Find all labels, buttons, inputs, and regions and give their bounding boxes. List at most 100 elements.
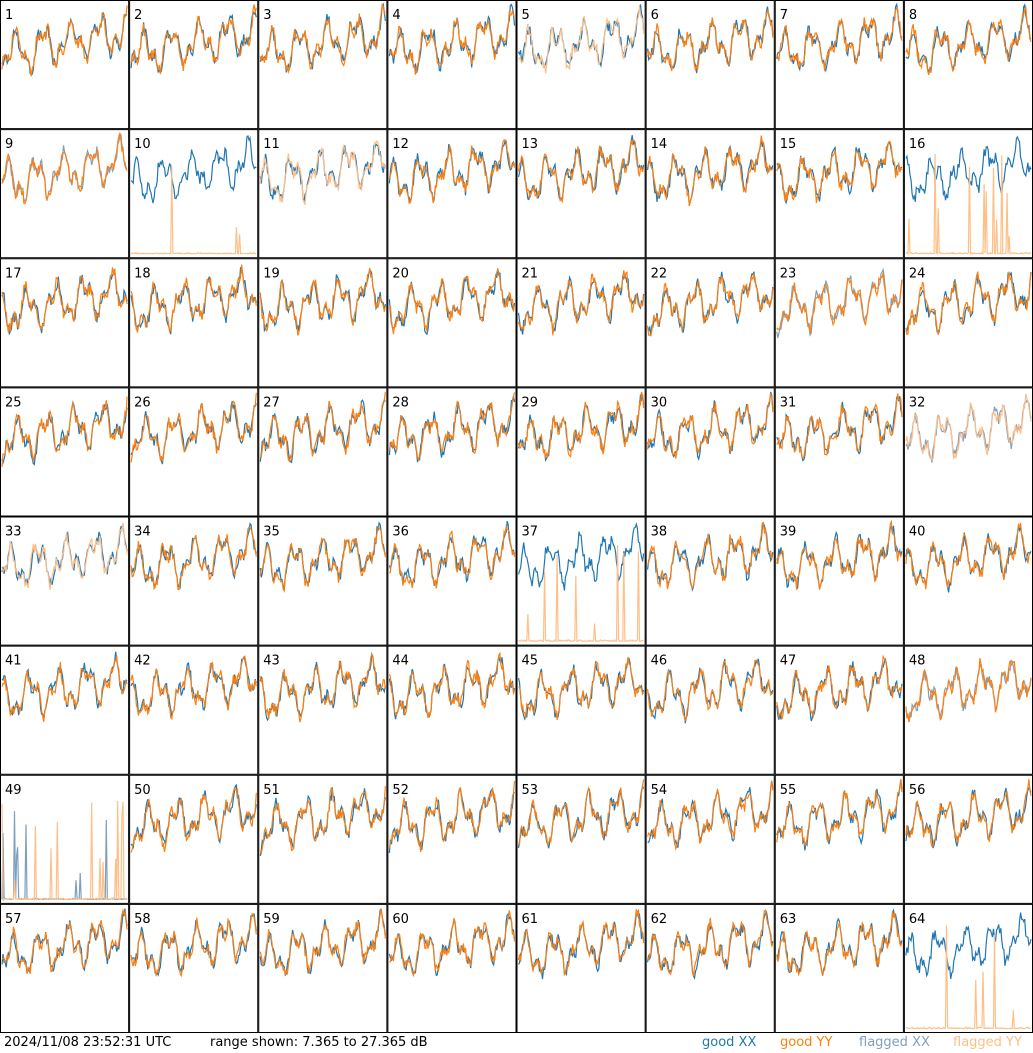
panel-frame xyxy=(645,0,775,130)
panel-label: 44 xyxy=(392,654,409,669)
series-good-yy-line xyxy=(776,779,903,847)
series-good-yy-line xyxy=(647,272,774,337)
panel-33: 33 xyxy=(0,516,130,646)
panel-frame xyxy=(903,516,1033,646)
series-good-xx-line xyxy=(130,401,257,465)
panel-60: 60 xyxy=(387,903,517,1033)
panel-26: 26 xyxy=(129,387,259,517)
series-good-yy-line xyxy=(259,653,386,723)
series-good-yy-line xyxy=(517,270,645,336)
panel-frame xyxy=(129,258,259,388)
series-good-xx-line xyxy=(388,520,516,588)
panel-label: 27 xyxy=(263,395,280,410)
panel-label: 48 xyxy=(909,654,926,669)
panel-47: 47 xyxy=(774,645,904,775)
panel-label: 5 xyxy=(522,8,530,23)
panel-52: 52 xyxy=(387,774,517,904)
series-good-yy-line xyxy=(259,267,386,336)
series-flagged-yy-line xyxy=(1,800,128,901)
panel-label: 55 xyxy=(780,783,797,798)
panel-64: 64 xyxy=(903,903,1033,1033)
series-good-yy-line xyxy=(130,655,257,721)
series-flagged-yy-line xyxy=(905,153,1032,256)
series-flagged-yy-line xyxy=(259,139,386,205)
panel-14: 14 xyxy=(645,129,775,259)
panel-label: 52 xyxy=(392,783,409,798)
panel-57: 57 xyxy=(0,903,130,1033)
panel-55: 55 xyxy=(774,774,904,904)
panel-31: 31 xyxy=(774,387,904,517)
panel-label: 1 xyxy=(5,8,13,23)
panel-frame xyxy=(129,0,259,130)
panel-28: 28 xyxy=(387,387,517,517)
panel-frame xyxy=(387,387,517,517)
panel-label: 31 xyxy=(780,395,797,410)
panel-label: 17 xyxy=(5,266,22,281)
series-good-yy-line xyxy=(647,8,774,72)
panel-19: 19 xyxy=(258,258,388,388)
panel-15: 15 xyxy=(774,129,904,259)
panel-label: 29 xyxy=(522,395,539,410)
panel-label: 41 xyxy=(5,654,22,669)
panel-37: 37 xyxy=(516,516,646,646)
legend-good-xx: good XX xyxy=(702,1035,757,1050)
panel-label: 33 xyxy=(5,525,22,540)
series-good-xx-line xyxy=(905,135,1032,202)
panel-label: 64 xyxy=(909,912,926,927)
panel-frame xyxy=(0,0,130,130)
panel-label: 30 xyxy=(651,395,668,410)
panel-35: 35 xyxy=(258,516,388,646)
series-good-yy-line xyxy=(388,392,516,461)
series-good-yy-line xyxy=(1,908,128,975)
series-good-yy-line xyxy=(130,392,257,463)
series-flagged-yy-line xyxy=(518,545,644,643)
series-good-yy-line xyxy=(1,131,128,205)
panel-label: 36 xyxy=(392,525,409,540)
panel-frame xyxy=(516,0,646,130)
series-good-yy-line xyxy=(389,910,516,978)
series-good-yy-line xyxy=(388,267,516,335)
panel-42: 42 xyxy=(129,645,259,775)
panel-53: 53 xyxy=(516,774,646,904)
panel-label: 13 xyxy=(522,137,539,152)
series-good-yy-line xyxy=(1,655,128,722)
series-good-yy-line xyxy=(776,393,903,460)
panel-13: 13 xyxy=(516,129,646,259)
series-good-yy-line xyxy=(260,391,386,463)
series-good-yy-line xyxy=(905,658,1032,722)
panel-frame xyxy=(516,258,646,388)
series-good-xx-line xyxy=(130,134,257,204)
panel-61: 61 xyxy=(516,903,646,1033)
panel-6: 6 xyxy=(645,0,775,130)
series-good-yy-line xyxy=(1,5,128,77)
panel-frame xyxy=(774,0,904,130)
panel-48: 48 xyxy=(903,645,1033,775)
panel-frame xyxy=(129,903,259,1033)
panel-label: 54 xyxy=(651,783,668,798)
series-flagged-yy-line xyxy=(905,925,1032,1030)
panel-label: 12 xyxy=(392,137,409,152)
series-good-yy-line xyxy=(905,779,1032,847)
series-good-yy-line xyxy=(776,140,903,203)
panel-50: 50 xyxy=(129,774,259,904)
panel-frame xyxy=(387,645,517,775)
panel-frame xyxy=(903,645,1033,775)
series-flagged-yy-line xyxy=(905,393,1032,461)
series-good-yy-line xyxy=(259,526,386,593)
panel-16: 16 xyxy=(903,129,1033,259)
series-good-yy-line xyxy=(259,786,386,856)
panel-frame xyxy=(516,903,646,1033)
panel-frame xyxy=(129,387,259,517)
panel-label: 47 xyxy=(780,654,797,669)
panel-5: 5 xyxy=(516,0,646,130)
panel-label: 51 xyxy=(263,783,280,798)
panel-18: 18 xyxy=(129,258,259,388)
panel-label: 24 xyxy=(909,266,926,281)
panel-8: 8 xyxy=(903,0,1033,130)
series-good-yy-line xyxy=(647,909,774,977)
series-good-xx-line xyxy=(517,522,645,591)
panel-1: 1 xyxy=(0,0,130,130)
series-flagged-yy-line xyxy=(1,522,128,590)
series-good-yy-line xyxy=(130,913,257,978)
